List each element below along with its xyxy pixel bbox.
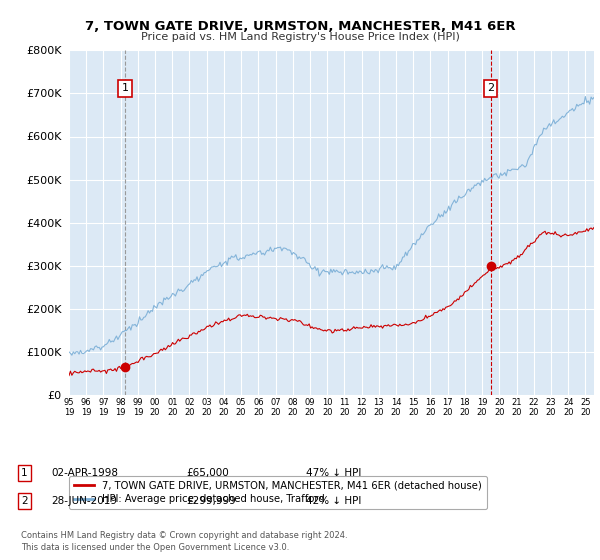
Text: 42% ↓ HPI: 42% ↓ HPI [306, 496, 361, 506]
Text: Price paid vs. HM Land Registry's House Price Index (HPI): Price paid vs. HM Land Registry's House … [140, 32, 460, 42]
Legend: 7, TOWN GATE DRIVE, URMSTON, MANCHESTER, M41 6ER (detached house), HPI: Average : 7, TOWN GATE DRIVE, URMSTON, MANCHESTER,… [69, 475, 487, 509]
Text: Contains HM Land Registry data © Crown copyright and database right 2024.
This d: Contains HM Land Registry data © Crown c… [21, 531, 347, 552]
Text: £65,000: £65,000 [186, 468, 229, 478]
Text: 2: 2 [487, 83, 494, 94]
Text: 1: 1 [121, 83, 128, 94]
Text: 02-APR-1998: 02-APR-1998 [51, 468, 118, 478]
Text: 7, TOWN GATE DRIVE, URMSTON, MANCHESTER, M41 6ER: 7, TOWN GATE DRIVE, URMSTON, MANCHESTER,… [85, 20, 515, 32]
Text: 47% ↓ HPI: 47% ↓ HPI [306, 468, 361, 478]
Text: 1: 1 [21, 468, 28, 478]
Text: £299,999: £299,999 [186, 496, 236, 506]
Text: 2: 2 [21, 496, 28, 506]
Text: 28-JUN-2019: 28-JUN-2019 [51, 496, 117, 506]
